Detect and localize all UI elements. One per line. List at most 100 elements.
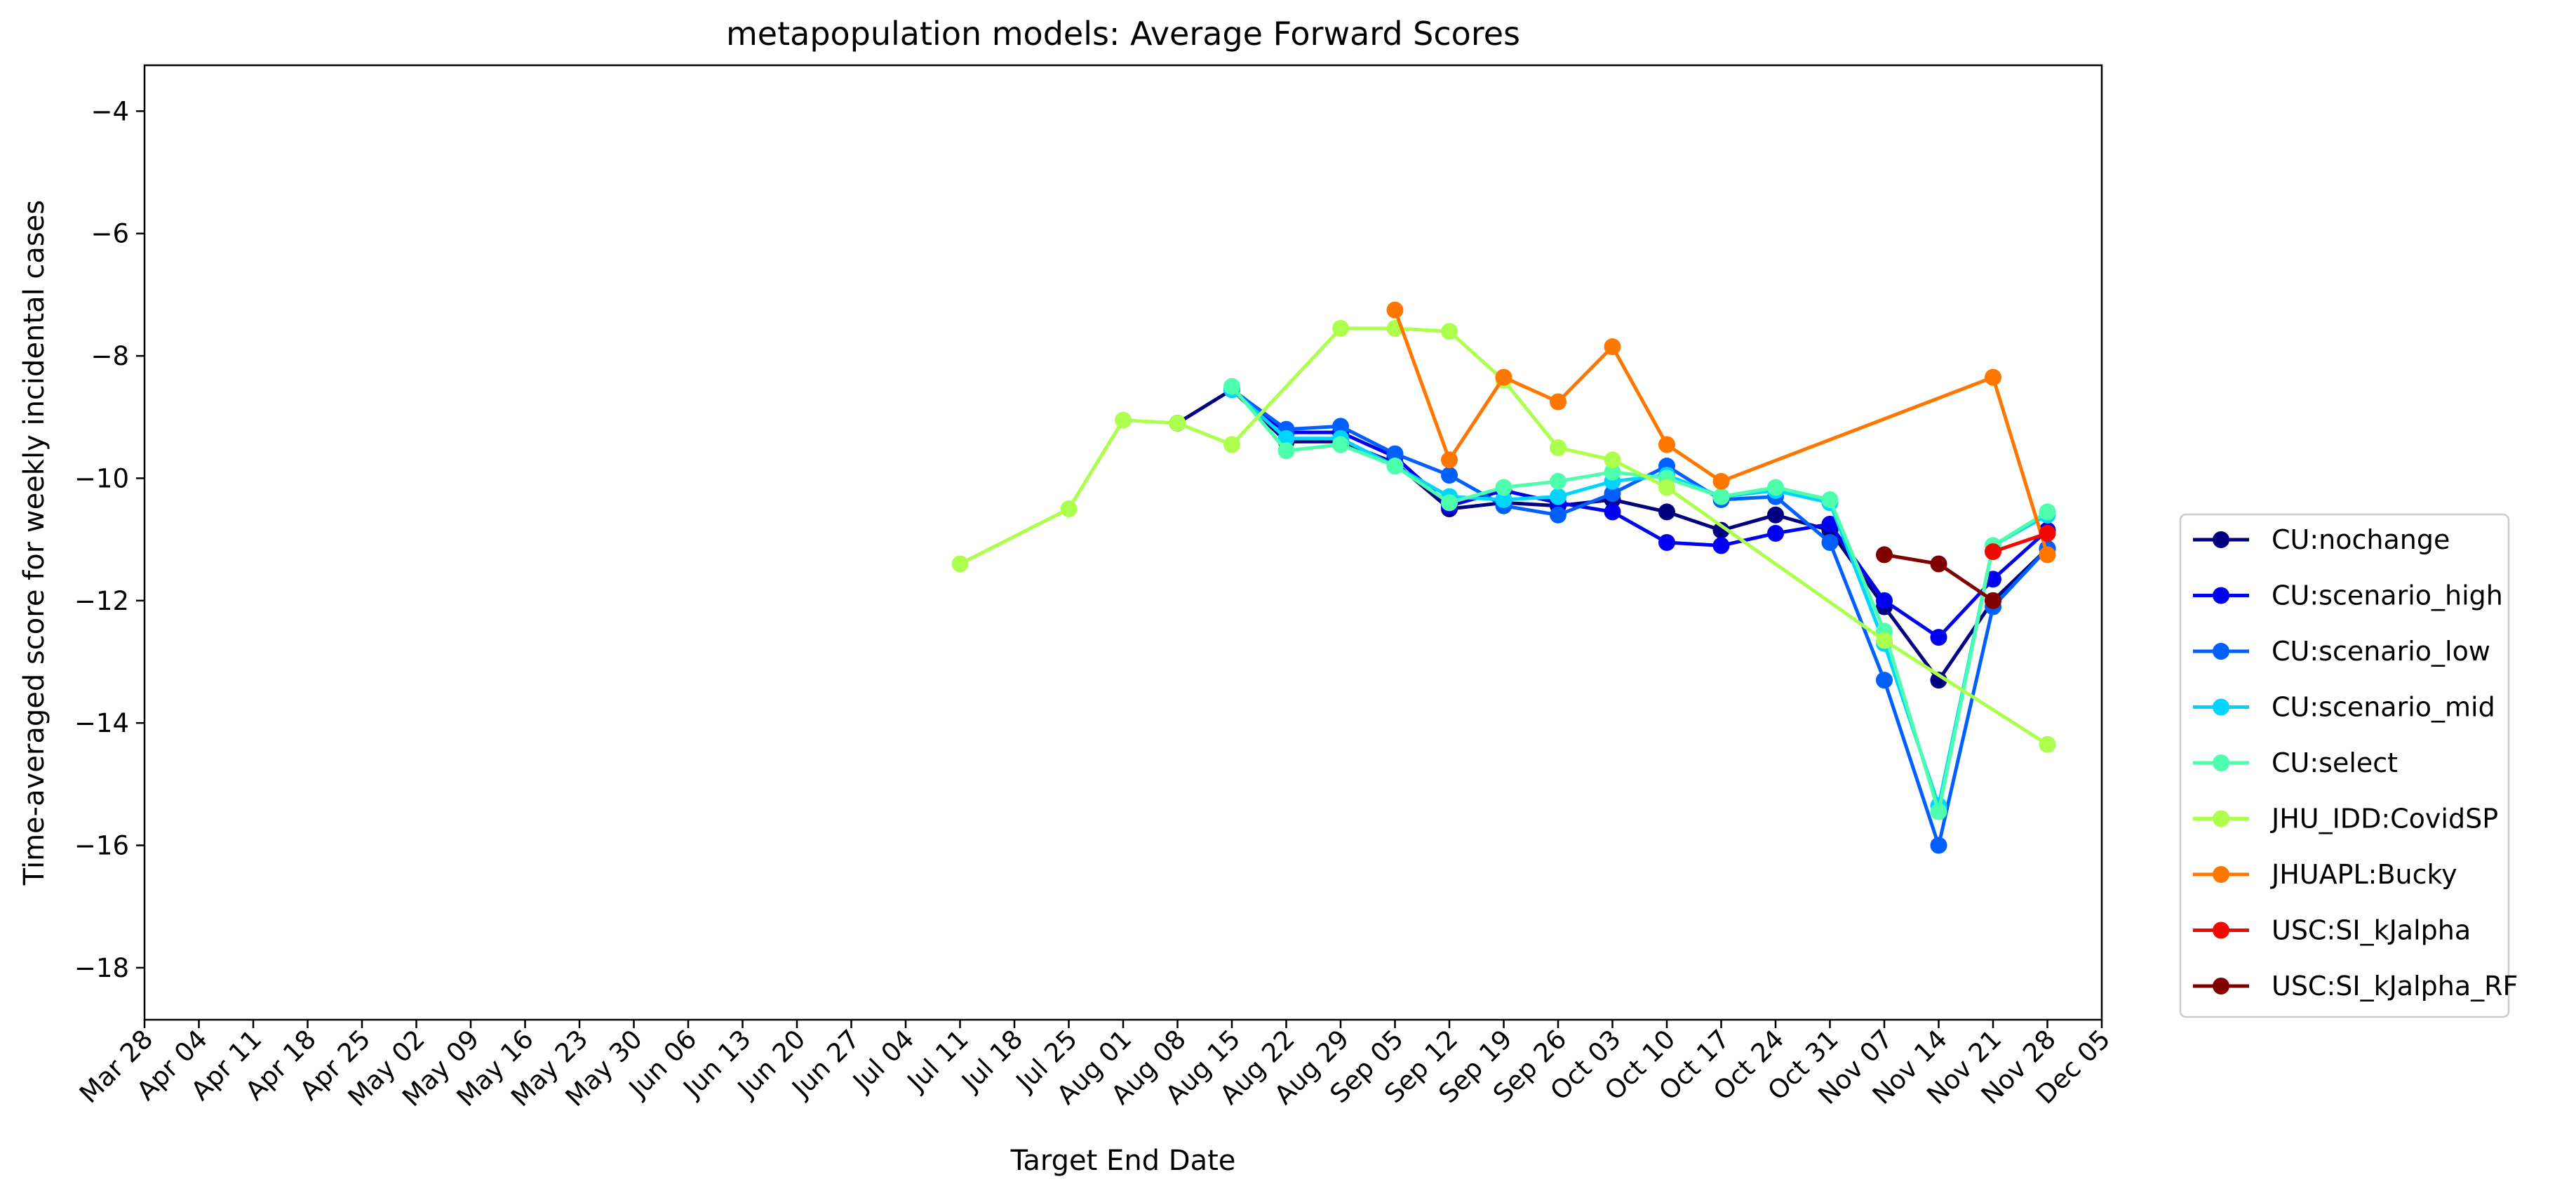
legend-marker xyxy=(2213,643,2229,660)
legend-marker xyxy=(2213,587,2229,604)
data-point xyxy=(1658,479,1675,496)
data-point xyxy=(1495,368,1512,386)
series-USC:SI_kJalpha xyxy=(1985,524,2056,561)
data-point xyxy=(1550,488,1567,505)
data-point xyxy=(1930,837,1947,854)
y-tick-label: −8 xyxy=(90,341,129,371)
data-point xyxy=(1223,436,1240,453)
data-point xyxy=(1821,534,1839,551)
data-point xyxy=(1658,503,1675,521)
data-point xyxy=(1441,323,1458,340)
data-point xyxy=(1712,472,1730,490)
data-point xyxy=(1223,378,1240,395)
x-axis-label: Target End Date xyxy=(1010,1145,1236,1177)
legend-entry: CU:nochange xyxy=(2193,524,2450,555)
legend: CU:nochange CU:scenario_high CU:scenario_l… xyxy=(2179,513,2518,1018)
legend-marker xyxy=(2213,698,2229,716)
legend-marker xyxy=(2213,978,2229,994)
data-point xyxy=(1550,439,1567,456)
legend-entry: CU:select xyxy=(2193,747,2398,778)
legend-label: CU:nochange xyxy=(2272,524,2450,555)
legend-entry: USC:SI_kJalpha_RF xyxy=(2193,971,2518,1001)
data-point xyxy=(1876,672,1893,689)
data-point xyxy=(1495,491,1512,508)
data-point xyxy=(1604,485,1621,503)
data-point xyxy=(2039,736,2056,753)
data-point xyxy=(1441,451,1458,469)
data-point xyxy=(2039,503,2056,521)
y-tick-label: −6 xyxy=(90,219,129,249)
legend-entry: JHUAPL:Bucky xyxy=(2193,859,2457,890)
y-tick-label: −10 xyxy=(74,463,129,493)
data-point xyxy=(1712,521,1730,539)
data-point xyxy=(1332,418,1349,435)
data-point xyxy=(1658,534,1675,551)
data-point xyxy=(1930,629,1947,646)
data-point xyxy=(1332,319,1349,337)
y-tick-label: −4 xyxy=(90,96,129,126)
data-point xyxy=(1876,546,1893,564)
series-line xyxy=(1230,387,2049,639)
data-point xyxy=(1550,506,1567,524)
data-point xyxy=(1930,555,1947,573)
legend-entry: CU:scenario_low xyxy=(2193,636,2490,667)
data-point xyxy=(1115,411,1132,429)
data-point xyxy=(1604,338,1621,356)
data-point xyxy=(1658,436,1675,453)
data-point xyxy=(951,555,969,573)
legend-label: CU:scenario_mid xyxy=(2272,692,2495,723)
data-point xyxy=(1386,445,1404,462)
legend-entry: USC:SI_kJalpha xyxy=(2193,915,2471,946)
legend-label: CU:scenario_high xyxy=(2272,580,2503,611)
data-point xyxy=(1277,430,1295,447)
y-tick-label: −14 xyxy=(74,708,129,738)
legend-label: CU:scenario_low xyxy=(2272,636,2490,667)
data-point xyxy=(1550,472,1567,490)
legend-label: USC:SI_kJalpha xyxy=(2272,915,2471,946)
legend-entry: CU:scenario_mid xyxy=(2193,692,2495,723)
legend-marker xyxy=(2213,810,2229,827)
legend-entry: JHU_IDD:CovidSP xyxy=(2193,804,2498,834)
chart-title: metapopulation models: Average Forward S… xyxy=(726,15,1520,53)
series-JHU_IDD:CovidSP xyxy=(951,319,2056,753)
y-tick-label: −12 xyxy=(74,586,129,616)
y-axis: −4 −6 −8 −10 −12 −14 −16 −18 xyxy=(74,96,145,983)
series-JHUAPL:Bucky xyxy=(1386,301,2056,564)
legend-label: JHUAPL:Bucky xyxy=(2270,859,2457,890)
data-point xyxy=(1277,442,1295,460)
legend-frame xyxy=(2179,513,2510,1018)
legend-label: USC:SI_kJalpha_RF xyxy=(2272,971,2518,1001)
legend-marker xyxy=(2213,921,2229,939)
data-point xyxy=(1550,393,1567,411)
data-point xyxy=(1712,488,1730,505)
data-point xyxy=(1386,301,1404,319)
data-point xyxy=(1876,632,1893,649)
y-tick-label: −18 xyxy=(74,953,129,983)
data-point xyxy=(1767,479,1784,496)
data-point xyxy=(1985,571,2001,588)
data-point xyxy=(1985,368,2001,386)
y-tick-label: −16 xyxy=(74,831,129,861)
data-point xyxy=(1604,503,1621,521)
data-point xyxy=(1985,543,2001,561)
series-line xyxy=(958,326,2049,747)
series-layer xyxy=(951,301,2056,854)
data-point xyxy=(1604,451,1621,469)
legend-label: CU:select xyxy=(2272,747,2398,778)
data-point xyxy=(2039,546,2056,564)
data-point xyxy=(1712,537,1730,554)
legend-marker xyxy=(2213,754,2229,771)
data-point xyxy=(1441,494,1458,512)
legend-marker xyxy=(2213,531,2229,548)
data-point xyxy=(1495,479,1512,496)
data-point xyxy=(1767,524,1784,542)
data-point xyxy=(1930,803,1947,820)
data-point xyxy=(1876,592,1893,609)
y-axis-label: Time-averaged score for weekly incidenta… xyxy=(18,200,51,886)
data-point xyxy=(1821,491,1839,508)
data-point xyxy=(1060,500,1078,518)
legend-label: JHU_IDD:CovidSP xyxy=(2270,804,2498,834)
series-USC:SI_kJalpha_RF xyxy=(1876,546,2001,609)
